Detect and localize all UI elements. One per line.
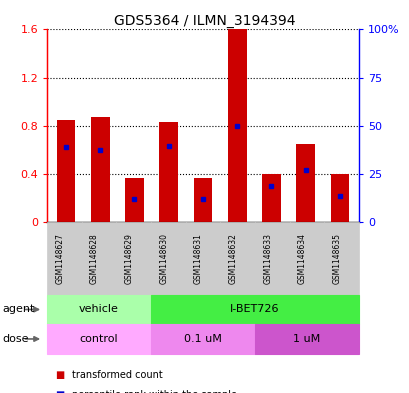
Text: 1 uM: 1 uM (292, 334, 320, 344)
Text: transformed count: transformed count (72, 370, 162, 380)
Text: 0.1 uM: 0.1 uM (184, 334, 221, 344)
Text: ■: ■ (55, 390, 65, 393)
Text: GSM1148628: GSM1148628 (90, 233, 99, 284)
Text: GSM1148634: GSM1148634 (297, 233, 306, 284)
Bar (261, 174, 280, 222)
Text: GSM1148632: GSM1148632 (228, 233, 237, 284)
Bar (90, 118, 109, 222)
Text: GSM1148630: GSM1148630 (159, 233, 168, 284)
Bar (227, 29, 246, 222)
Bar (125, 178, 144, 222)
Bar (159, 122, 178, 222)
Bar (296, 144, 315, 222)
Text: GSM1148631: GSM1148631 (193, 233, 202, 284)
Text: GSM1148627: GSM1148627 (55, 233, 64, 284)
Text: agent: agent (2, 305, 34, 314)
Text: GSM1148635: GSM1148635 (332, 233, 341, 284)
Text: control: control (80, 334, 118, 344)
Text: ■: ■ (55, 370, 65, 380)
Text: I-BET726: I-BET726 (229, 305, 279, 314)
Text: GSM1148633: GSM1148633 (263, 233, 272, 284)
Text: percentile rank within the sample: percentile rank within the sample (72, 390, 236, 393)
Bar (193, 178, 212, 222)
Bar (330, 174, 348, 222)
Text: dose: dose (2, 334, 29, 344)
Text: GDS5364 / ILMN_3194394: GDS5364 / ILMN_3194394 (114, 14, 295, 28)
Text: vehicle: vehicle (79, 305, 119, 314)
Text: GSM1148629: GSM1148629 (124, 233, 133, 284)
Bar (56, 120, 75, 222)
